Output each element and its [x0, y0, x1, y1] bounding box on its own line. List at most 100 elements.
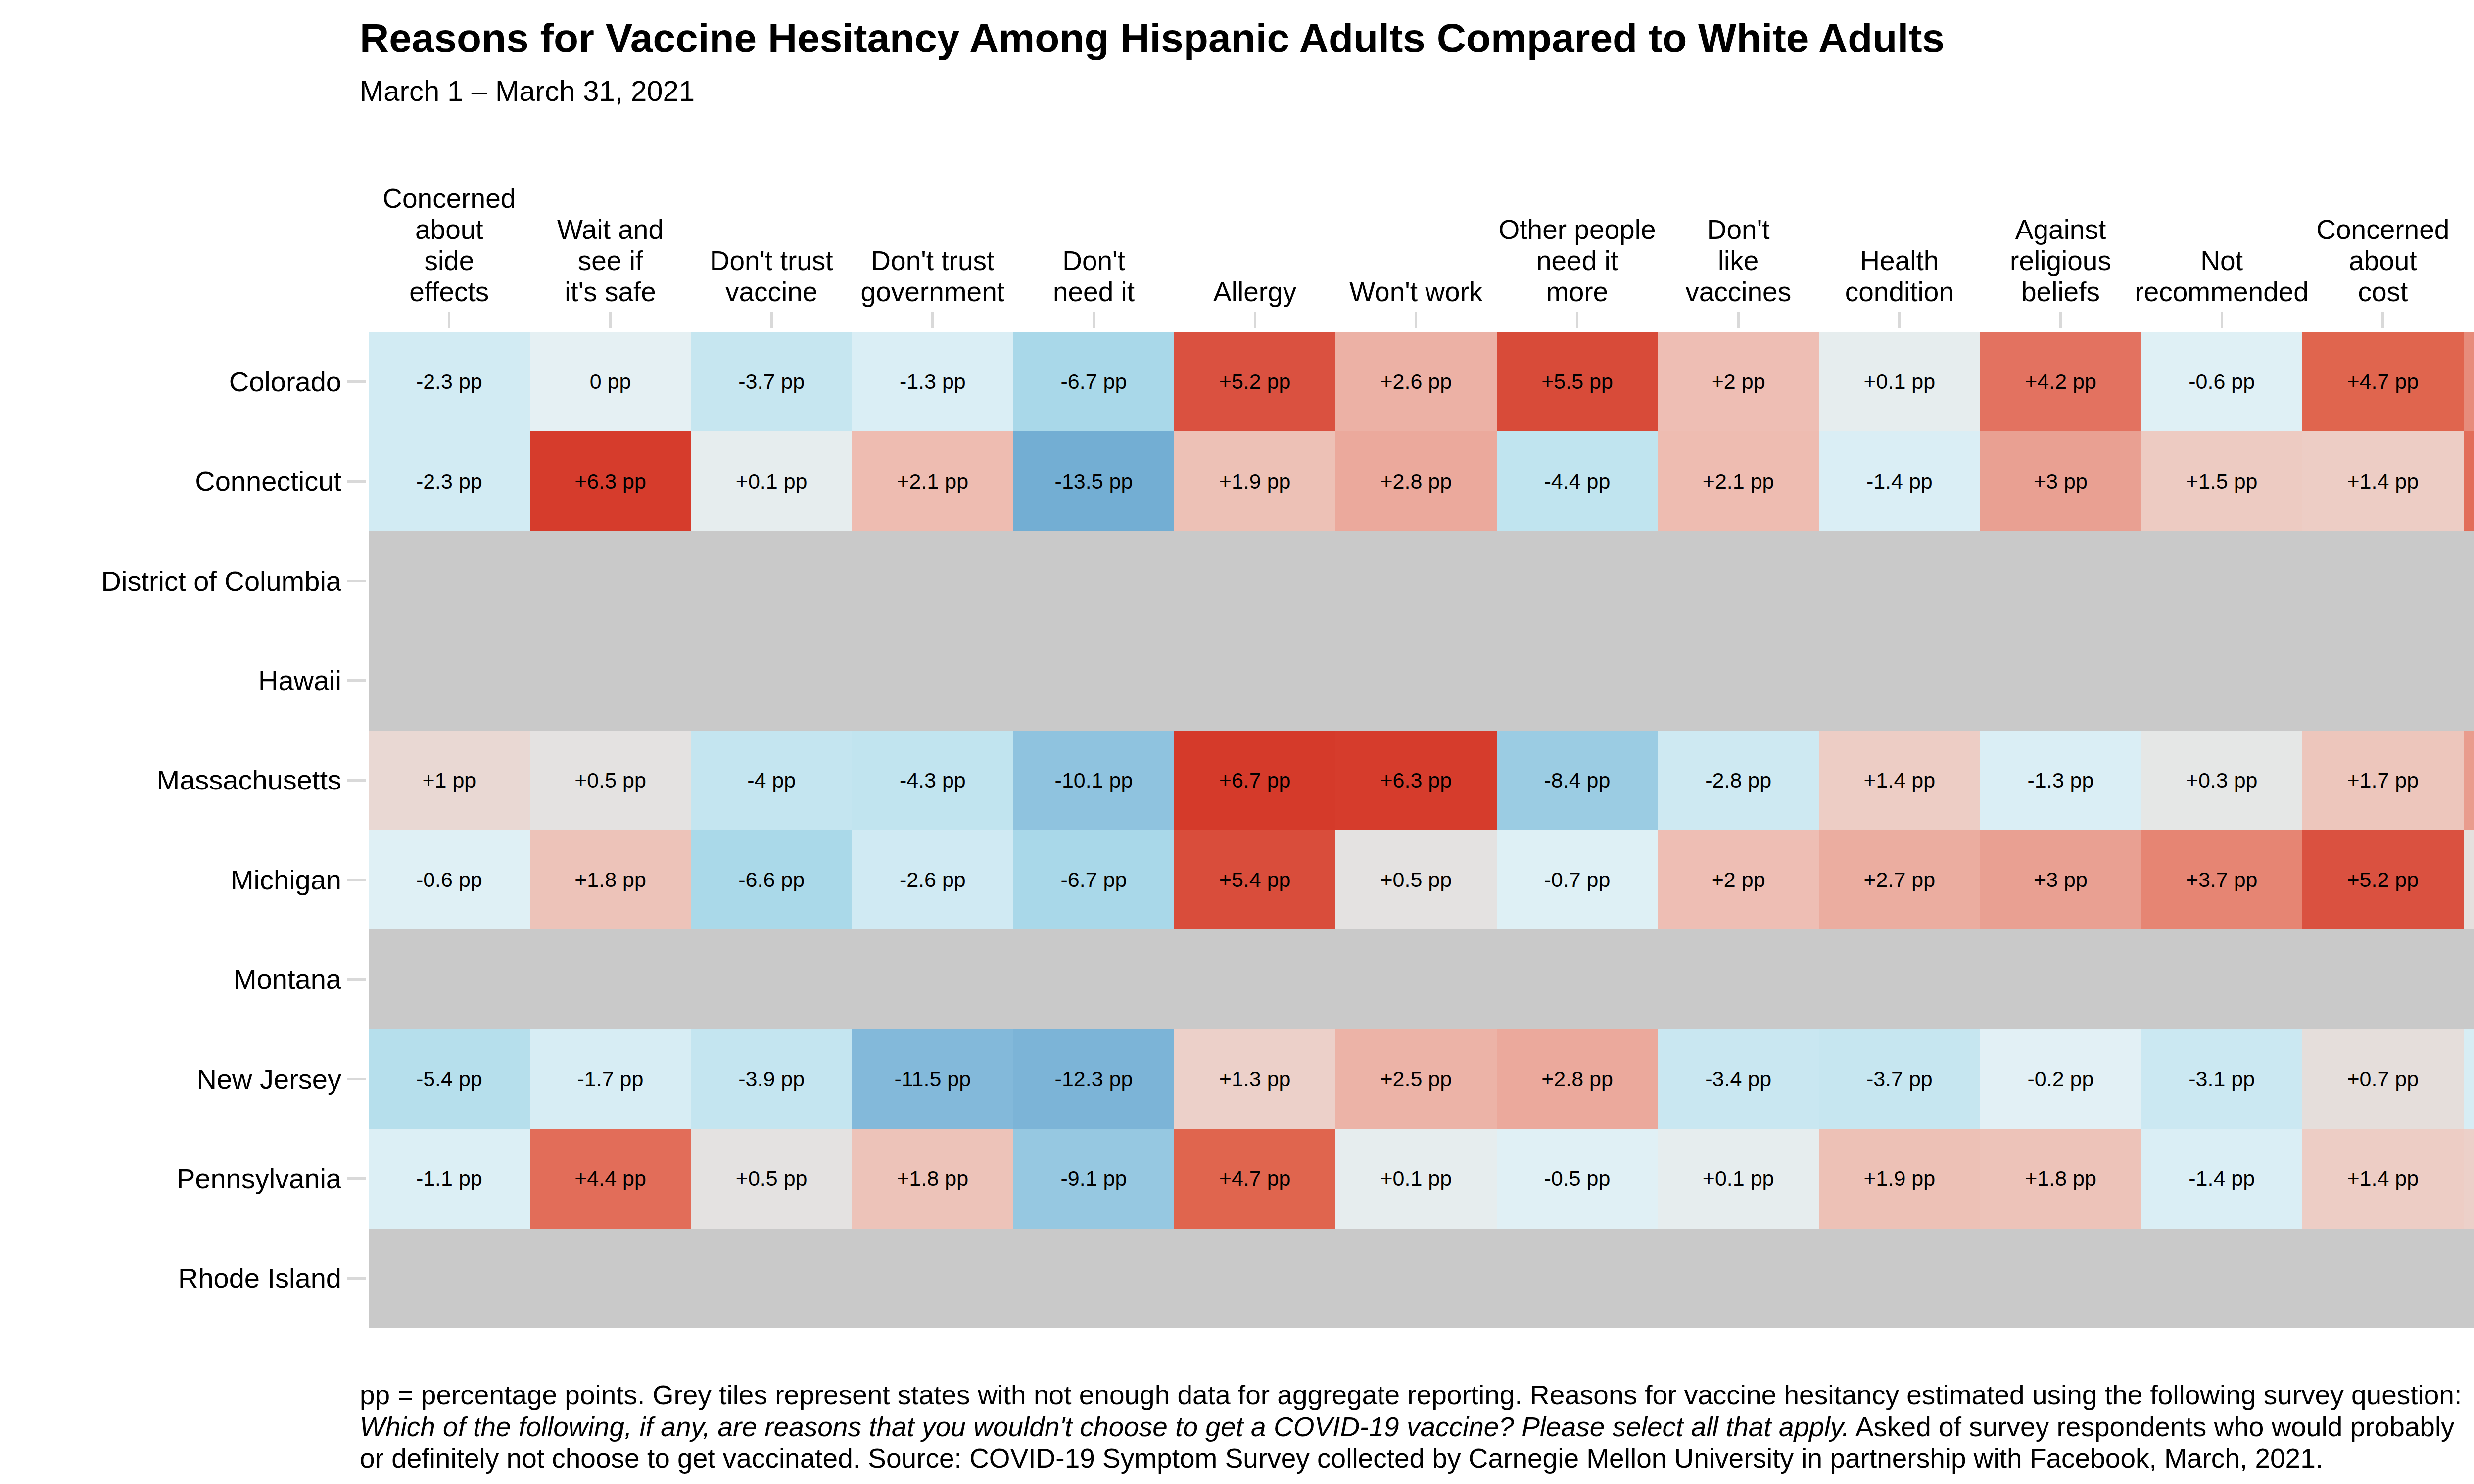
na-cell	[2141, 631, 2302, 730]
na-cell	[852, 631, 1013, 730]
heatmap-cell: -1.7 pp	[2464, 1029, 2474, 1129]
heatmap-cell: -6.6 pp	[691, 830, 852, 929]
heatmap-cell: +3.7 pp	[2141, 830, 2302, 929]
na-cell	[1497, 531, 1658, 631]
heatmap-cell: -10.1 pp	[1013, 731, 1175, 830]
row-label: Rhode Island	[15, 1264, 341, 1293]
heatmap-cell: +1.7 pp	[2302, 731, 2464, 830]
column-axis-tick	[2059, 312, 2062, 328]
heatmap-cell: -4 pp	[691, 731, 852, 830]
heatmap-cell: -8.4 pp	[1497, 731, 1658, 830]
na-cell	[1335, 531, 1497, 631]
row-axis-tick	[347, 1277, 366, 1280]
row-axis-tick	[347, 580, 366, 582]
heatmap-cell: -3.9 pp	[691, 1029, 852, 1129]
heatmap-cell: +0.6 pp	[2464, 830, 2474, 929]
na-cell	[1819, 631, 1980, 730]
heatmap-cell: -1.4 pp	[1819, 431, 1980, 531]
row-axis-tick	[347, 779, 366, 782]
column-header: Health condition	[1806, 245, 1994, 308]
na-cell	[2141, 531, 2302, 631]
heatmap-cell: +0.5 pp	[530, 731, 691, 830]
heatmap-cell: -0.2 pp	[1980, 1029, 2141, 1129]
na-cell	[1658, 1229, 1819, 1328]
row-label: Colorado	[15, 368, 341, 396]
heatmap-cell: -0.6 pp	[2141, 332, 2302, 431]
na-cell	[852, 929, 1013, 1029]
na-cell	[530, 631, 691, 730]
na-cell	[369, 531, 530, 631]
na-cell	[1335, 631, 1497, 730]
heatmap-cell: -0.5 pp	[1497, 1129, 1658, 1228]
heatmap-cell: +5.2 pp	[1174, 332, 1335, 431]
na-cell	[691, 1229, 852, 1328]
heatmap-cell: +6.7 pp	[1174, 731, 1335, 830]
heatmap-cell: -4.3 pp	[852, 731, 1013, 830]
heatmap: -2.3 pp0 pp-3.7 pp-1.3 pp-6.7 pp+5.2 pp+…	[369, 332, 2474, 1328]
na-cell	[852, 531, 1013, 631]
column-axis-tick	[1415, 312, 1417, 328]
heatmap-cell: -6.7 pp	[1013, 332, 1175, 431]
column-axis-tick	[1254, 312, 1256, 328]
heatmap-cell: +2.5 pp	[1335, 1029, 1497, 1129]
column-header: Wait and see if it's safe	[517, 214, 705, 308]
na-cell	[1174, 929, 1335, 1029]
heatmap-cell: -1.3 pp	[852, 332, 1013, 431]
column-axis-tick	[1898, 312, 1901, 328]
heatmap-cell: -2.3 pp	[369, 431, 530, 531]
heatmap-cell: +2 pp	[1658, 332, 1819, 431]
heatmap-cell: +1.9 pp	[1174, 431, 1335, 531]
na-cell	[1013, 1229, 1175, 1328]
row-axis-tick	[347, 679, 366, 682]
na-cell	[2464, 1229, 2474, 1328]
na-cell	[1497, 929, 1658, 1029]
column-axis-tick	[1093, 312, 1095, 328]
na-cell	[691, 531, 852, 631]
heatmap-cell: +1 pp	[369, 731, 530, 830]
na-cell	[1819, 1229, 1980, 1328]
heatmap-cell: +2.8 pp	[1335, 431, 1497, 531]
column-axis-tick	[1576, 312, 1578, 328]
heatmap-cell: +4.4 pp	[2464, 431, 2474, 531]
footnote-line: or definitely not choose to get vaccinat…	[360, 1442, 2462, 1474]
heatmap-cell: +1.8 pp	[852, 1129, 1013, 1228]
row-axis-tick	[347, 1078, 366, 1080]
heatmap-cell: -5.4 pp	[369, 1029, 530, 1129]
heatmap-cell: -3.7 pp	[1819, 1029, 1980, 1129]
footnote-line: pp = percentage points. Grey tiles repre…	[360, 1379, 2462, 1411]
heatmap-cell: +2.7 pp	[1819, 830, 1980, 929]
row-label: Hawaii	[15, 666, 341, 695]
heatmap-cell: +2.8 pp	[1497, 1029, 1658, 1129]
na-cell	[2141, 1229, 2302, 1328]
na-cell	[1174, 531, 1335, 631]
heatmap-cell: +0.3 pp	[2141, 731, 2302, 830]
row-label: Michigan	[15, 866, 341, 894]
heatmap-cell: +1.4 pp	[1819, 731, 1980, 830]
heatmap-cell: +2 pp	[1658, 830, 1819, 929]
na-cell	[1980, 929, 2141, 1029]
heatmap-cell: -2.8 pp	[1658, 731, 1819, 830]
row-axis-tick	[347, 1177, 366, 1180]
heatmap-cell: +3 pp	[1980, 431, 2141, 531]
na-cell	[1174, 1229, 1335, 1328]
na-cell	[1819, 929, 1980, 1029]
heatmap-cell: +1.3 pp	[2464, 1129, 2474, 1228]
heatmap-cell: -1.3 pp	[1980, 731, 2141, 830]
heatmap-cell: +2.1 pp	[1658, 431, 1819, 531]
heatmap-cell: +4.7 pp	[1174, 1129, 1335, 1228]
column-header: Concerned about side effects	[355, 183, 543, 308]
heatmap-cell: +0.5 pp	[1335, 830, 1497, 929]
row-label: Pennsylvania	[15, 1164, 341, 1193]
column-header: Pregnancy	[2450, 277, 2474, 308]
heatmap-cell: -3.1 pp	[2141, 1029, 2302, 1129]
row-label: Massachusetts	[15, 766, 341, 794]
heatmap-cell: -9.1 pp	[1013, 1129, 1175, 1228]
column-header: Don't trust vaccine	[677, 245, 865, 308]
column-header: Allergy	[1161, 277, 1349, 308]
na-cell	[1335, 1229, 1497, 1328]
heatmap-cell: -1.7 pp	[530, 1029, 691, 1129]
na-cell	[1980, 531, 2141, 631]
heatmap-cell: -2.6 pp	[852, 830, 1013, 929]
na-cell	[2464, 929, 2474, 1029]
column-header: Other people need it more	[1483, 214, 1671, 308]
